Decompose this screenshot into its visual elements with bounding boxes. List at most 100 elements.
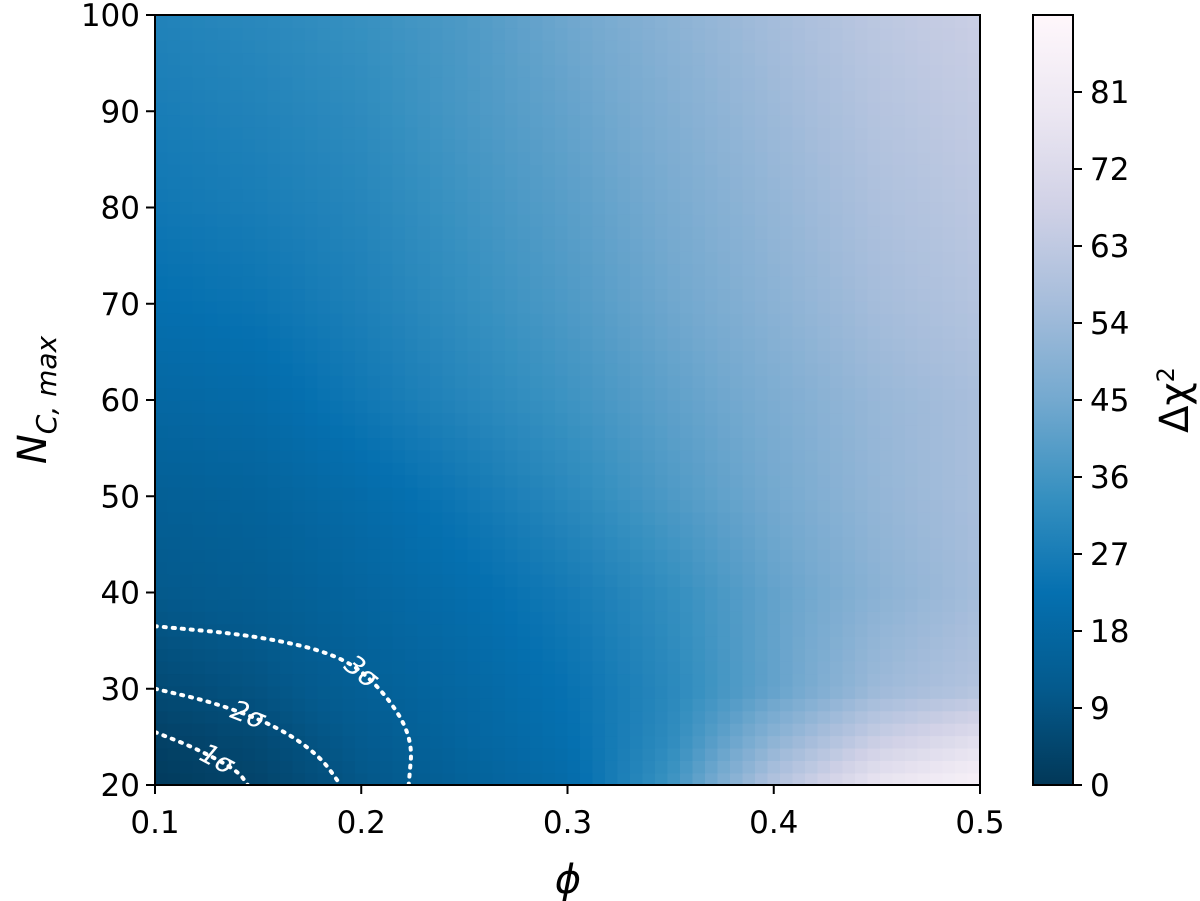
heatmap-cell: [867, 698, 881, 712]
heatmap-cell: [255, 598, 269, 612]
heatmap-cell: [655, 15, 669, 29]
heatmap-cell: [205, 15, 219, 29]
heatmap-cell: [617, 400, 631, 414]
heatmap-cell: [855, 648, 869, 662]
heatmap-cell: [580, 710, 594, 724]
heatmap-cell: [567, 226, 581, 240]
heatmap-cell: [480, 760, 494, 774]
heatmap-cell: [280, 151, 294, 165]
heatmap-cell: [355, 288, 369, 302]
heatmap-cell: [430, 164, 444, 178]
heatmap-cell: [880, 27, 894, 41]
heatmap-cell: [867, 685, 881, 699]
heatmap-cell: [805, 747, 819, 761]
heatmap-cell: [830, 288, 844, 302]
heatmap-cell: [317, 561, 331, 575]
heatmap-cell: [380, 337, 394, 352]
heatmap-cell: [917, 722, 931, 737]
heatmap-cell: [367, 424, 381, 439]
heatmap-cell: [942, 126, 956, 140]
heatmap-cell: [217, 598, 231, 612]
heatmap-cell: [317, 722, 331, 737]
heatmap-cell: [592, 685, 606, 699]
heatmap-cell: [755, 760, 769, 774]
heatmap-cell: [880, 188, 894, 203]
heatmap-cell: [667, 64, 681, 78]
heatmap-cell: [655, 226, 669, 240]
heatmap-cell: [492, 586, 506, 600]
heatmap-cell: [417, 15, 431, 29]
heatmap-cell: [792, 188, 806, 203]
heatmap-cell: [380, 735, 394, 749]
heatmap-cell: [492, 15, 506, 29]
heatmap-cell: [480, 164, 494, 178]
heatmap-cell: [230, 313, 244, 327]
heatmap-cell: [155, 710, 169, 724]
heatmap-cell: [292, 586, 306, 600]
heatmap-cell: [667, 400, 681, 414]
heatmap-cell: [392, 362, 406, 376]
heatmap-cell: [780, 524, 794, 538]
heatmap-cell: [780, 350, 794, 364]
heatmap-cell: [880, 623, 894, 637]
heatmap-cell: [367, 52, 381, 66]
heatmap-cell: [305, 275, 319, 290]
heatmap-cell: [567, 722, 581, 737]
heatmap-cell: [967, 362, 980, 376]
heatmap-cell: [880, 77, 894, 91]
heatmap-cell: [292, 437, 306, 451]
heatmap-cell: [192, 64, 206, 78]
heatmap-cell: [742, 772, 756, 785]
heatmap-cell: [492, 201, 506, 215]
heatmap-cell: [217, 39, 231, 54]
heatmap-cell: [530, 350, 544, 364]
heatmap-cell: [742, 15, 756, 29]
heatmap-cell: [955, 449, 969, 463]
heatmap-cell: [805, 499, 819, 513]
heatmap-cell: [630, 126, 644, 140]
heatmap-cell: [567, 64, 581, 78]
heatmap-cell: [930, 39, 944, 54]
heatmap-cell: [667, 772, 681, 785]
heatmap-cell: [805, 735, 819, 749]
heatmap-cell: [767, 238, 781, 252]
heatmap-cell: [505, 151, 519, 165]
heatmap-cell: [167, 549, 181, 563]
heatmap-cell: [480, 598, 494, 612]
heatmap-cell: [555, 64, 569, 78]
heatmap-cell: [605, 77, 619, 91]
heatmap-cell: [867, 424, 881, 439]
heatmap-cell: [417, 313, 431, 327]
heatmap-cell: [480, 462, 494, 476]
heatmap-cell: [705, 524, 719, 538]
heatmap-cell: [230, 486, 244, 501]
heatmap-cell: [555, 412, 569, 426]
heatmap-cell: [367, 387, 381, 401]
heatmap-cell: [555, 623, 569, 637]
heatmap-cell: [867, 250, 881, 265]
heatmap-cell: [630, 77, 644, 91]
heatmap-cell: [605, 213, 619, 227]
heatmap-cell: [380, 15, 394, 29]
heatmap-cell: [380, 139, 394, 153]
heatmap-cell: [780, 611, 794, 625]
heatmap-cell: [617, 263, 631, 277]
heatmap-cell: [830, 77, 844, 91]
heatmap-cell: [667, 499, 681, 513]
heatmap-cell: [792, 424, 806, 439]
heatmap-cell: [967, 698, 980, 712]
heatmap-cell: [292, 462, 306, 476]
heatmap-cell: [367, 337, 381, 352]
heatmap-cell: [380, 635, 394, 650]
heatmap-cell: [842, 238, 856, 252]
heatmap-cell: [455, 238, 469, 252]
heatmap-cell: [530, 89, 544, 103]
heatmap-cell: [717, 772, 731, 785]
heatmap-cell: [880, 586, 894, 600]
heatmap-cell: [730, 151, 744, 165]
heatmap-cell: [817, 486, 831, 501]
heatmap-cell: [167, 39, 181, 54]
heatmap-cell: [842, 250, 856, 265]
heatmap-cell: [867, 598, 881, 612]
heatmap-cell: [517, 437, 531, 451]
